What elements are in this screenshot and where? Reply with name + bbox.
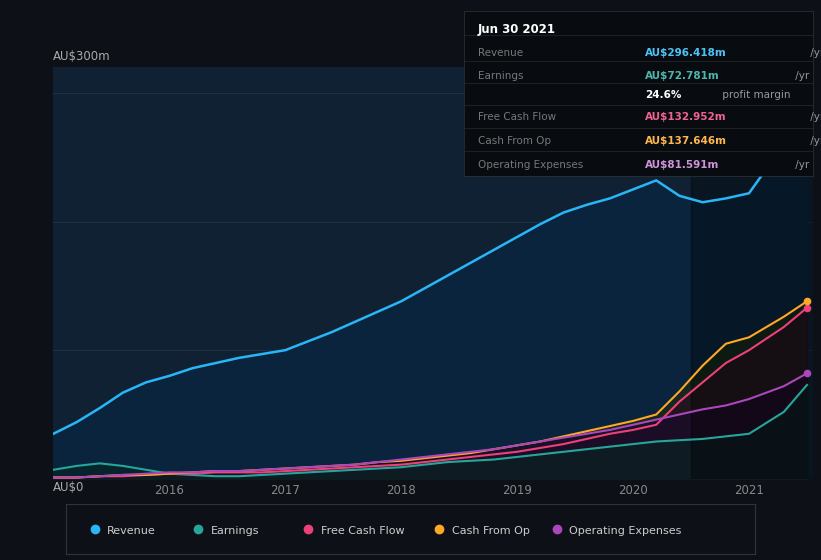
Text: Revenue: Revenue xyxy=(107,526,156,536)
Text: Cash From Op: Cash From Op xyxy=(452,526,530,536)
Text: profit margin: profit margin xyxy=(718,91,790,100)
Text: AU$72.781m: AU$72.781m xyxy=(645,72,720,82)
Text: AU$300m: AU$300m xyxy=(53,50,111,63)
Text: AU$81.591m: AU$81.591m xyxy=(645,160,720,170)
Text: Revenue: Revenue xyxy=(478,48,523,58)
Bar xyxy=(691,67,821,479)
Text: /yr: /yr xyxy=(792,72,810,82)
Text: AU$0: AU$0 xyxy=(53,481,85,494)
Text: Earnings: Earnings xyxy=(478,72,523,82)
Point xyxy=(800,369,814,378)
Text: Free Cash Flow: Free Cash Flow xyxy=(478,112,556,122)
Text: /yr: /yr xyxy=(806,112,821,122)
Text: /yr: /yr xyxy=(792,160,810,170)
Text: Free Cash Flow: Free Cash Flow xyxy=(321,526,405,536)
Text: Operating Expenses: Operating Expenses xyxy=(569,526,681,536)
Text: 24.6%: 24.6% xyxy=(645,91,681,100)
Text: AU$137.646m: AU$137.646m xyxy=(645,136,727,146)
Text: Operating Expenses: Operating Expenses xyxy=(478,160,583,170)
Point xyxy=(800,304,814,312)
Text: /yr: /yr xyxy=(806,136,821,146)
Text: Earnings: Earnings xyxy=(210,526,259,536)
Text: AU$132.952m: AU$132.952m xyxy=(645,112,727,122)
Point xyxy=(800,297,814,306)
Text: Cash From Op: Cash From Op xyxy=(478,136,551,146)
Text: /yr: /yr xyxy=(806,48,821,58)
Text: Jun 30 2021: Jun 30 2021 xyxy=(478,23,556,36)
Point xyxy=(800,94,814,102)
Text: AU$296.418m: AU$296.418m xyxy=(645,48,727,58)
